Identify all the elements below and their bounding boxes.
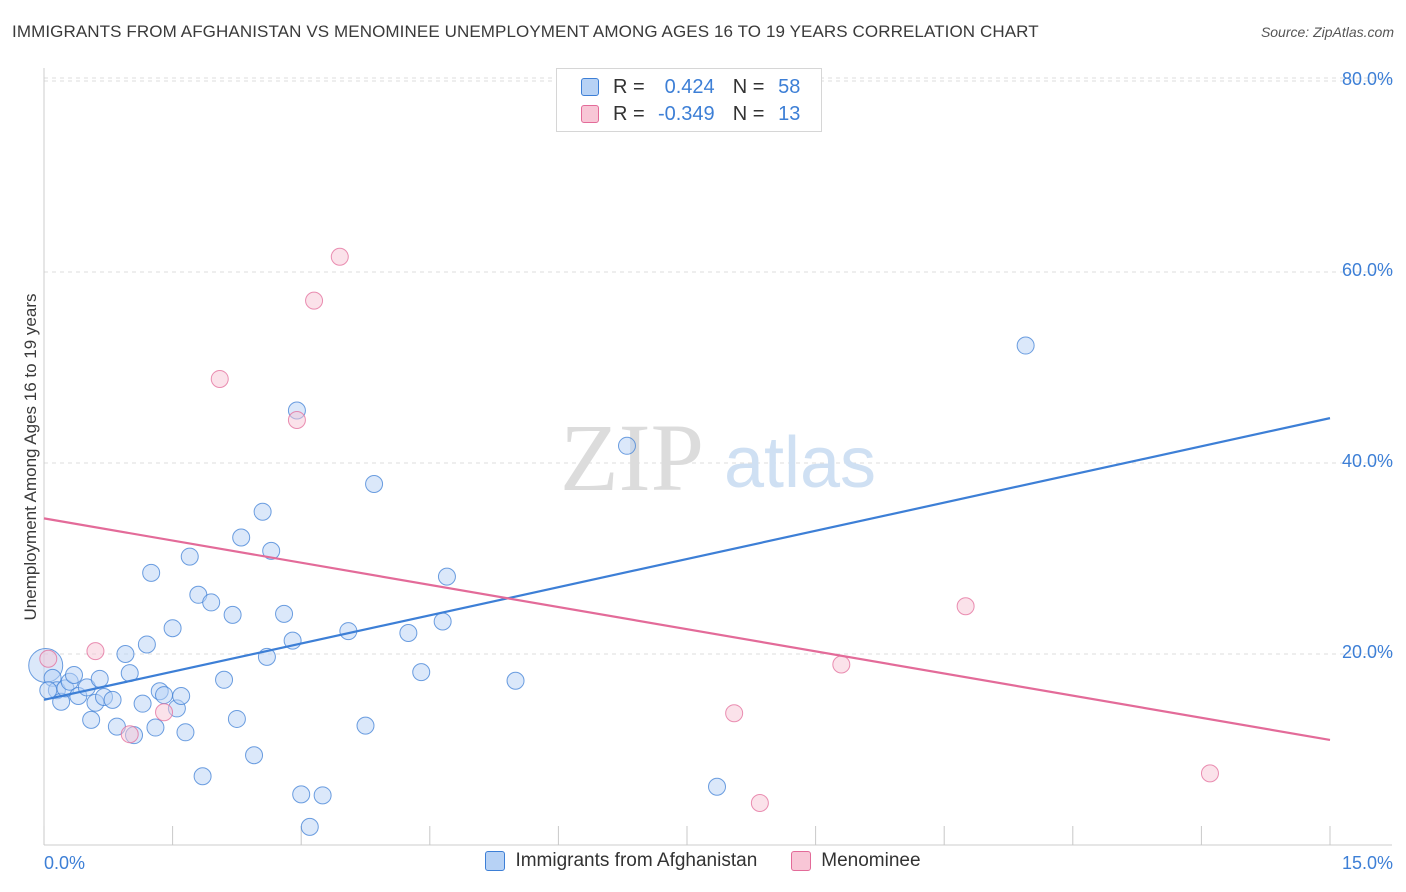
afghanistan-point — [227, 709, 246, 728]
menominee-point — [956, 597, 975, 616]
menominee-point — [832, 655, 851, 674]
menominee-point — [1200, 764, 1219, 783]
legend-r-label: R = — [613, 75, 645, 98]
series-label-menominee: Menominee — [821, 850, 921, 871]
afghanistan-point — [262, 541, 281, 560]
watermark: ZIP atlas — [560, 404, 876, 511]
series-legend-afghanistan: Immigrants from Afghanistan — [485, 850, 757, 872]
afghanistan-point — [708, 777, 727, 796]
afghanistan-point — [176, 723, 195, 742]
menominee-point — [155, 703, 174, 722]
series-legend-menominee: Menominee — [791, 850, 921, 872]
x-tick-label: 0.0% — [44, 853, 85, 873]
legend-swatch-afghanistan — [581, 78, 599, 96]
menominee-point — [287, 411, 306, 430]
afghanistan-point — [437, 567, 456, 586]
y-tick-label: 20.0% — [1342, 642, 1393, 662]
legend-n-label: N = — [732, 75, 765, 98]
legend-n-value: 13 — [778, 102, 801, 125]
legend-n-label: N = — [732, 102, 765, 125]
legend-row-menominee: R = -0.349 N = 13 — [581, 101, 800, 127]
afghanistan-point — [39, 681, 58, 700]
afghanistan-point — [275, 604, 294, 623]
gridlines — [44, 77, 1392, 655]
afghanistan-point — [155, 686, 174, 705]
afghanistan-point — [223, 605, 242, 624]
series-swatch-afghanistan — [485, 851, 506, 871]
legend-swatch-menominee — [581, 105, 599, 123]
afghanistan-point — [617, 436, 636, 455]
series-legend: Immigrants from Afghanistan Menominee — [0, 850, 1406, 872]
menominee-point — [330, 247, 349, 266]
afghanistan-point — [300, 817, 319, 836]
afghanistan-point — [180, 547, 199, 566]
afghanistan-point — [65, 666, 84, 685]
x-tick-label: 15.0% — [1342, 853, 1393, 873]
legend-row-afghanistan: R = 0.424 N = 58 — [581, 74, 800, 100]
y-tick-label: 60.0% — [1342, 260, 1393, 280]
afghanistan-point — [232, 528, 251, 547]
afghanistan-point — [137, 635, 156, 654]
watermark-atlas: atlas — [724, 423, 876, 503]
afghanistan-point — [163, 619, 182, 638]
menominee-point — [86, 642, 105, 661]
legend-r-value: -0.349 — [657, 102, 715, 125]
afghanistan-point — [146, 718, 165, 737]
afghanistan-point — [292, 785, 311, 804]
afghanistan-point — [193, 767, 212, 786]
chart-title: IMMIGRANTS FROM AFGHANISTAN VS MENOMINEE… — [12, 22, 1039, 41]
watermark-zip: ZIP — [560, 404, 704, 511]
legend-r-value: 0.424 — [664, 75, 715, 98]
tick-labels: 20.0% 40.0% 60.0% 80.0% 0.0% 15.0% — [44, 69, 1393, 873]
y-tick-label: 80.0% — [1342, 69, 1393, 89]
correlation-legend: R = 0.424 N = 58 R = -0.349 N = 13 — [556, 68, 822, 132]
axes — [43, 68, 1392, 846]
menominee-point — [750, 793, 769, 812]
afghanistan-point — [245, 746, 264, 765]
afghanistan-point — [433, 612, 452, 631]
series-label-afghanistan: Immigrants from Afghanistan — [515, 850, 758, 871]
source-credit: Source: ZipAtlas.com — [1260, 24, 1394, 40]
afghanistan-point — [1016, 336, 1035, 355]
afghanistan-point — [82, 710, 101, 729]
data-points — [28, 247, 1219, 836]
afghanistan-point — [412, 663, 431, 682]
afghanistan-point — [365, 475, 384, 494]
afghanistan-trendline — [43, 417, 1331, 701]
afghanistan-point — [253, 502, 272, 521]
afghanistan-point — [90, 669, 109, 688]
afghanistan-point — [215, 670, 234, 689]
afghanistan-point — [116, 645, 135, 663]
series-swatch-menominee — [791, 851, 812, 871]
afghanistan-point — [103, 690, 122, 709]
legend-r-label: R = — [613, 102, 645, 125]
afghanistan-point — [202, 593, 221, 612]
menominee-point — [725, 704, 744, 723]
menominee-point — [120, 725, 139, 744]
menominee-point — [39, 649, 58, 668]
trendlines — [43, 417, 1331, 742]
afghanistan-point — [133, 694, 152, 713]
menominee-point — [210, 369, 229, 388]
afghanistan-point — [142, 563, 161, 582]
legend-n-value: 58 — [778, 75, 801, 98]
afghanistan-point — [313, 786, 332, 805]
y-tick-label: 40.0% — [1342, 451, 1393, 471]
afghanistan-point — [506, 671, 525, 690]
afghanistan-point — [399, 623, 418, 642]
y-axis-label: Unemployment Among Ages 16 to 19 years — [21, 294, 40, 621]
afghanistan-point — [356, 716, 375, 735]
afghanistan-point — [172, 687, 191, 706]
menominee-trendline — [43, 517, 1331, 742]
menominee-point — [305, 291, 324, 310]
